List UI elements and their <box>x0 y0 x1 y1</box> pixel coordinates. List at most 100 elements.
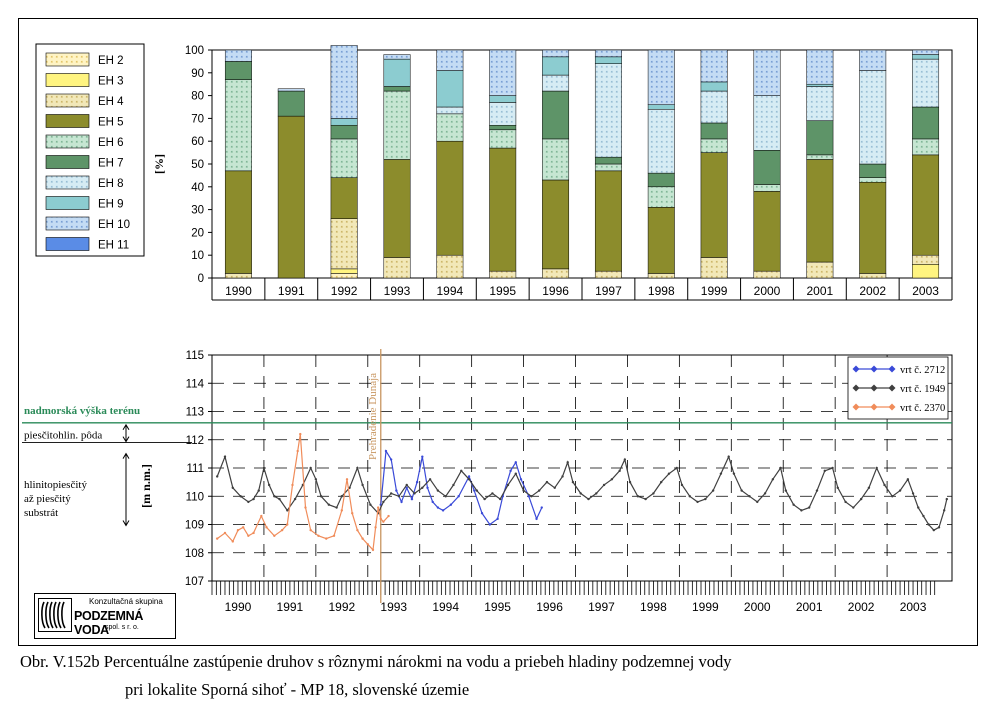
series-point <box>506 483 510 487</box>
bar-segment <box>912 58 940 108</box>
series-point <box>431 500 434 504</box>
legend-label: EH 10 <box>98 219 130 231</box>
series-point <box>236 528 240 532</box>
legend-label: vrt č. 1949 <box>900 384 945 395</box>
series-point <box>483 497 486 501</box>
x-year-label: 2001 <box>796 600 823 614</box>
bar-segment <box>700 90 728 124</box>
series-point <box>831 466 834 470</box>
series-point <box>540 506 543 509</box>
series-point <box>667 472 671 475</box>
series-point <box>351 512 354 515</box>
legend-marker <box>870 365 878 373</box>
bar-segment <box>647 172 675 188</box>
series-point <box>475 489 479 492</box>
bar-segment <box>224 61 252 80</box>
bar-segment <box>594 163 622 172</box>
series-point <box>927 523 930 526</box>
y-tick-label: 110 <box>186 491 204 503</box>
series-point <box>327 503 331 506</box>
x-category-label: 2002 <box>859 284 886 298</box>
series-point <box>356 528 359 532</box>
dam-label: Prehradenie Dunaja <box>367 373 379 460</box>
series-point <box>727 455 730 458</box>
x-year-label: 1991 <box>277 600 304 614</box>
series-point <box>579 492 582 495</box>
bar-segment <box>224 170 252 274</box>
legend-marker <box>870 403 878 411</box>
series-point <box>405 483 408 487</box>
substrate-label-line: hlinitopiesčitý <box>24 479 87 491</box>
series-point <box>314 478 318 481</box>
bar-segment <box>330 124 358 140</box>
bar-segment <box>436 106 464 115</box>
series-point <box>852 506 855 509</box>
bar-segment <box>489 129 517 149</box>
series-point <box>561 475 564 478</box>
series-point <box>473 489 476 492</box>
series-point <box>265 526 268 529</box>
legend-swatch <box>45 73 90 87</box>
series-point <box>415 480 419 484</box>
bar-segment <box>277 88 305 92</box>
series-point <box>421 486 424 489</box>
bar-segment <box>542 90 570 140</box>
legend-marker <box>852 403 860 411</box>
series-point <box>405 486 408 489</box>
series-point <box>628 480 632 484</box>
series-point <box>241 526 245 529</box>
series-point <box>309 466 312 470</box>
series-point <box>389 492 393 495</box>
series-point <box>875 466 878 470</box>
legend-swatch <box>45 175 90 190</box>
x-category-label: 1993 <box>384 284 411 298</box>
bar-segment <box>489 102 517 126</box>
series-point <box>215 537 219 540</box>
y-tick-label: 90 <box>191 68 204 80</box>
bar-segment <box>542 268 570 279</box>
series-point <box>257 489 260 492</box>
y-tick-label: 112 <box>186 435 204 447</box>
series-point <box>444 495 447 498</box>
y-tick-label: 30 <box>191 205 204 217</box>
series-point <box>252 497 255 501</box>
series-point <box>945 497 949 501</box>
series-point <box>844 500 847 504</box>
series-point <box>756 500 759 504</box>
legend-swatch <box>45 237 90 251</box>
series-point <box>519 478 523 481</box>
y-axis-label: [%] <box>152 154 166 174</box>
series-point <box>436 506 440 509</box>
bar-segment <box>859 273 887 279</box>
legend-marker <box>888 403 896 411</box>
y-tick-label: 80 <box>191 91 204 103</box>
x-year-label: 2002 <box>848 600 875 614</box>
bar-segment <box>489 95 517 103</box>
bar-segment <box>647 104 675 110</box>
series-point <box>491 492 494 495</box>
series-point <box>223 455 227 458</box>
bar-segment <box>489 147 517 272</box>
series-point <box>867 486 871 489</box>
bar-segment <box>330 268 358 274</box>
series-point <box>618 469 621 473</box>
bar-segment <box>436 140 464 256</box>
y-tick-label: 60 <box>191 136 204 148</box>
bar-segment <box>594 63 622 158</box>
series-point <box>389 458 393 461</box>
x-category-label: 2000 <box>754 284 781 298</box>
bar-segment <box>806 83 834 87</box>
series-point <box>332 534 336 537</box>
bar-segment <box>700 152 728 258</box>
bar-segment <box>700 122 728 140</box>
series-point <box>260 514 263 518</box>
soil-label: piesčitohlin. pôda <box>24 430 102 442</box>
series-point <box>595 492 598 495</box>
series-point <box>299 432 302 436</box>
bar-segment <box>383 159 411 258</box>
series-point <box>480 512 484 515</box>
series-point <box>296 449 299 453</box>
series-point <box>325 537 328 540</box>
bar-segment <box>753 95 781 151</box>
